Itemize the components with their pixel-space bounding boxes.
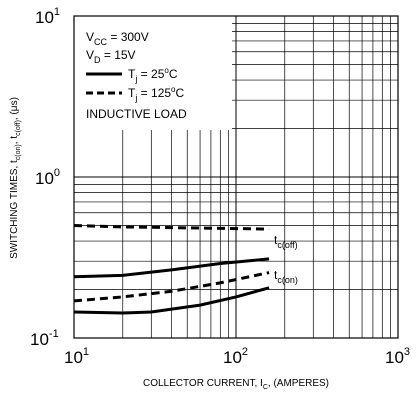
- x-axis-label: COLLECTOR CURRENT, IC, (AMPERES): [143, 378, 329, 391]
- x-tick-label-10: 101: [64, 346, 89, 367]
- series-line-tcoff-25C: [73, 257, 270, 279]
- legend-condition-vcc: VCC = 300V: [86, 30, 149, 47]
- legend: VCC = 300V VD = 15V Tj = 25oC Tj = 125oC…: [86, 30, 187, 121]
- annotation-tc-on: tc(on): [274, 268, 298, 285]
- legend-entry-125c: Tj = 125oC: [128, 85, 185, 103]
- y-tick-label-0-1: 10-1: [30, 328, 59, 349]
- series-annotations: tc(off) tc(on): [274, 233, 298, 285]
- series-line-tcon-125C: [73, 271, 270, 303]
- legend-condition-vd: VD = 15V: [86, 48, 136, 65]
- legend-note: INDUCTIVE LOAD: [86, 107, 187, 121]
- x-tick-label-100: 102: [223, 346, 248, 367]
- y-axis-label: SWITCHING TIMES, tc(on), tc(off), (μs): [9, 97, 22, 259]
- y-tick-label-1: 100: [35, 167, 60, 188]
- series-line-tcon-25C: [73, 286, 270, 315]
- y-tick-labels: 101 100 10-1: [30, 6, 60, 349]
- x-tick-labels: 101 102 103: [64, 346, 410, 367]
- y-tick-label-10: 101: [35, 6, 60, 27]
- x-tick-label-1000: 103: [385, 346, 410, 367]
- plot-frame: [73, 15, 399, 339]
- series-layer: [73, 223, 270, 315]
- series-line-tcoff-125C: [73, 223, 270, 231]
- legend-entry-25c: Tj = 25oC: [128, 66, 178, 84]
- annotation-tc-off: tc(off): [274, 233, 298, 250]
